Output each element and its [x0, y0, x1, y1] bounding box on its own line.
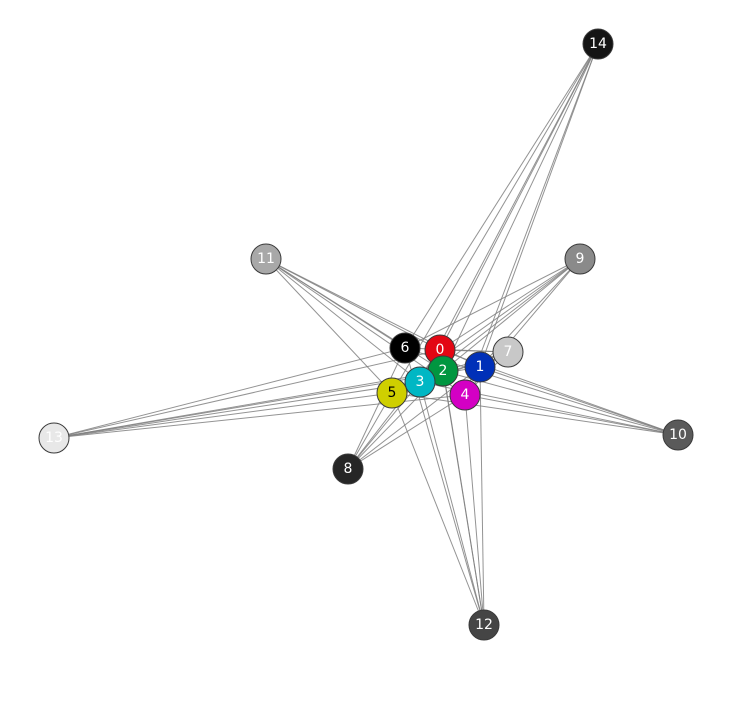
node-13: 13 — [39, 423, 69, 453]
node-12: 12 — [469, 610, 499, 640]
node-14: 14 — [583, 29, 613, 59]
node-1: 1 — [465, 352, 495, 382]
node-circle — [465, 352, 495, 382]
node-9: 9 — [565, 244, 595, 274]
nodes-layer: 01234567891011121314 — [39, 29, 693, 640]
edge — [405, 259, 580, 348]
node-6: 6 — [390, 333, 420, 363]
node-4: 4 — [450, 380, 480, 410]
edge — [420, 44, 598, 382]
node-circle — [583, 29, 613, 59]
edge — [54, 382, 420, 438]
node-circle — [333, 454, 363, 484]
network-graph: 01234567891011121314 — [0, 0, 745, 714]
node-circle — [405, 367, 435, 397]
edge — [54, 348, 405, 438]
node-circle — [450, 380, 480, 410]
node-10: 10 — [663, 420, 693, 450]
node-circle — [493, 337, 523, 367]
edge — [465, 44, 598, 395]
node-5: 5 — [377, 378, 407, 408]
node-circle — [251, 244, 281, 274]
node-circle — [663, 420, 693, 450]
edge — [266, 259, 405, 348]
node-circle — [565, 244, 595, 274]
node-11: 11 — [251, 244, 281, 274]
edge — [405, 44, 598, 348]
edge — [480, 44, 598, 367]
edge — [392, 393, 484, 625]
edge — [443, 44, 598, 371]
edge — [266, 259, 392, 393]
edge — [480, 367, 678, 435]
node-8: 8 — [333, 454, 363, 484]
node-circle — [469, 610, 499, 640]
node-circle — [377, 378, 407, 408]
edges-layer — [54, 44, 678, 625]
node-circle — [39, 423, 69, 453]
node-3: 3 — [405, 367, 435, 397]
edge — [392, 44, 598, 393]
node-7: 7 — [493, 337, 523, 367]
node-circle — [390, 333, 420, 363]
